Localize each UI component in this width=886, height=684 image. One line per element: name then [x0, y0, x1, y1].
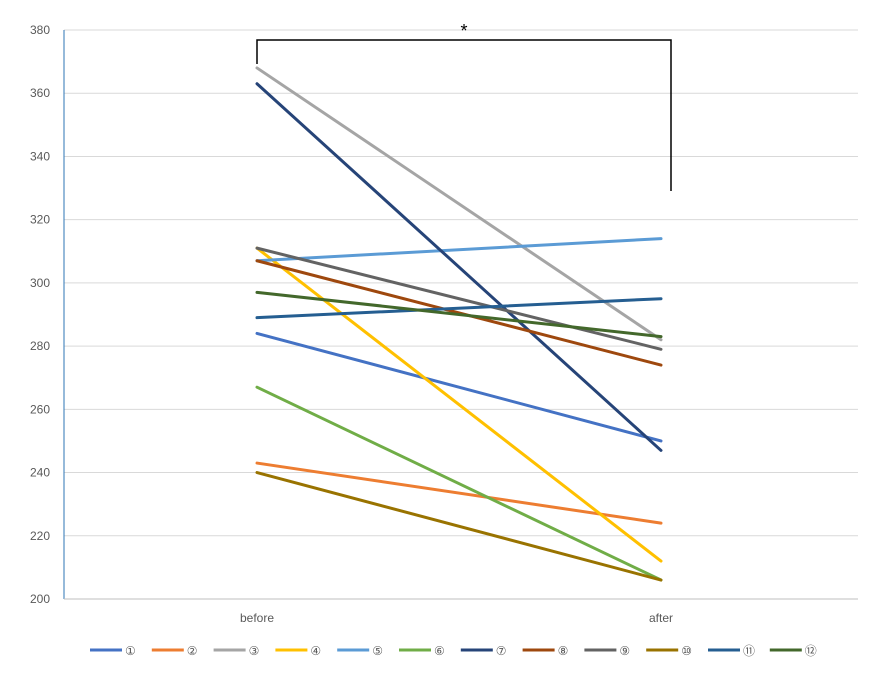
annotations: *	[256, 21, 672, 191]
axes: 200 220 240 260 280 300 320 340 360 380 before afte…	[30, 23, 858, 625]
y-tick-label: 300	[30, 276, 50, 290]
legend-label: ⑥	[434, 644, 445, 658]
legend-label: ①	[125, 644, 136, 658]
series-line	[255, 246, 663, 351]
series-line	[255, 471, 663, 582]
y-tick-label: 320	[30, 213, 50, 227]
series-line	[255, 385, 663, 582]
series-line	[255, 259, 663, 367]
y-tick-label: 380	[30, 23, 50, 37]
legend-label: ⑤	[372, 644, 383, 658]
x-category-label: after	[649, 611, 673, 625]
series-line	[255, 297, 663, 320]
legend-label: ⑪	[743, 644, 755, 658]
x-category-label: before	[240, 611, 274, 625]
y-tick-label: 260	[30, 402, 50, 416]
legend-label: ⑫	[805, 644, 817, 658]
series-line	[255, 246, 663, 563]
legend-label: ③	[249, 644, 260, 658]
y-tick-label: 240	[30, 466, 50, 480]
y-tick-label: 200	[30, 592, 50, 606]
gridlines	[64, 29, 858, 537]
significance-bracket	[256, 39, 672, 191]
y-tick-label: 220	[30, 529, 50, 543]
series-line	[255, 290, 663, 339]
y-tick-label: 280	[30, 339, 50, 353]
series-line	[255, 237, 663, 263]
series-lines	[255, 66, 663, 582]
y-tick-label: 360	[30, 86, 50, 100]
legend-label: ④	[310, 644, 321, 658]
legend: ① ② ③ ④ ⑤ ⑥ ⑦ ⑧ ⑨ ⑩ ⑪ ⑫	[90, 644, 817, 658]
legend-label: ⑨	[619, 644, 630, 658]
series-line	[255, 461, 663, 525]
series-line	[255, 66, 663, 342]
legend-label: ②	[187, 644, 198, 658]
legend-label: ⑦	[496, 644, 507, 658]
series-line	[255, 331, 663, 443]
significance-star: *	[460, 21, 467, 41]
legend-label: ⑧	[558, 644, 569, 658]
y-tick-label: 340	[30, 149, 50, 163]
series-line	[255, 82, 663, 452]
legend-label: ⑩	[681, 644, 692, 658]
